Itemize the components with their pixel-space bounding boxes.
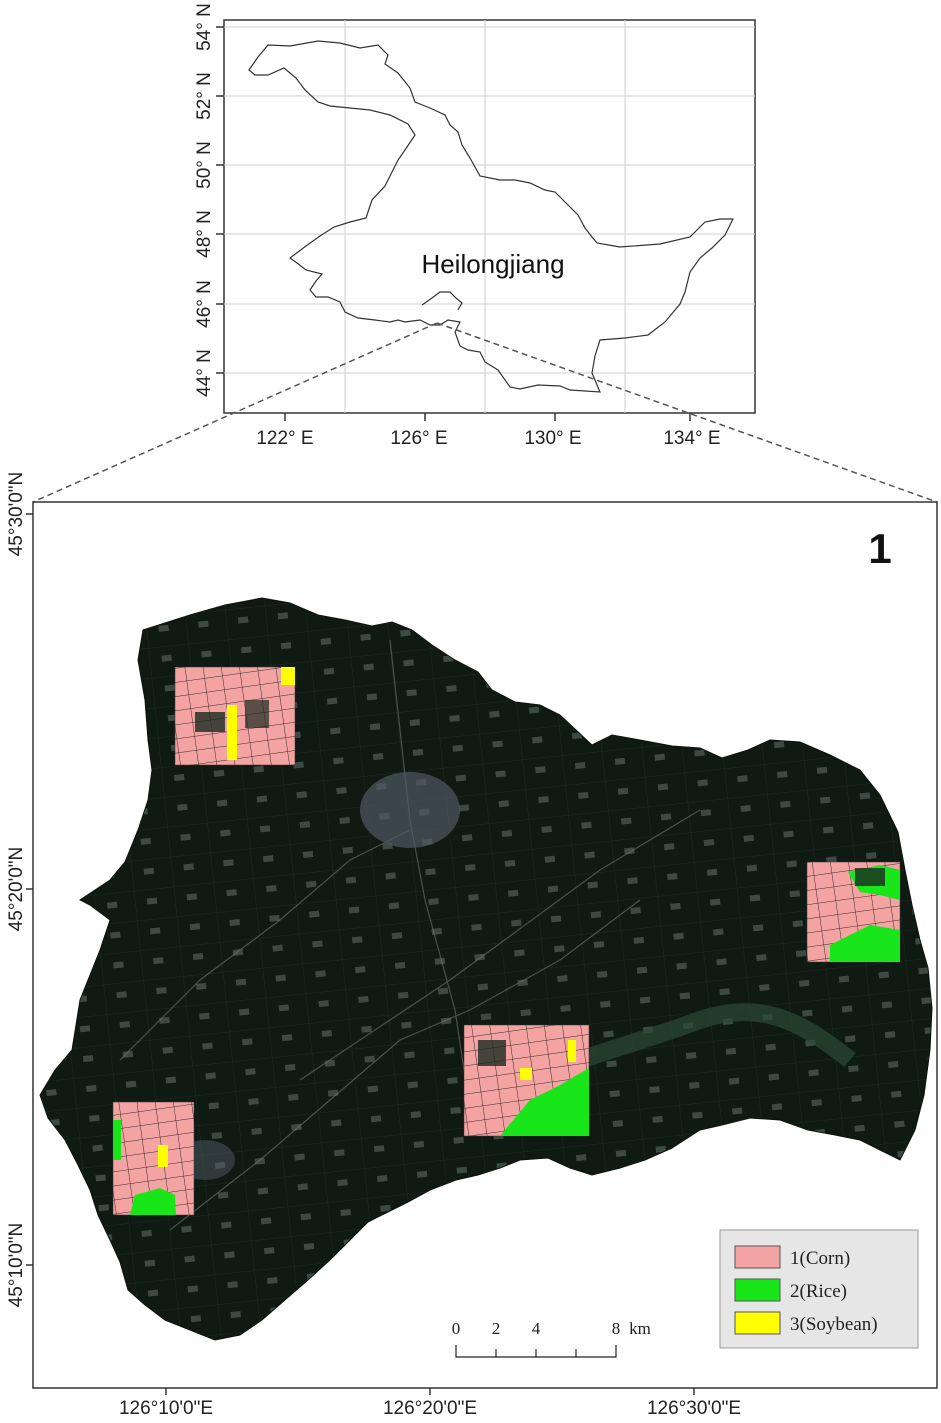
- overview-lat-tick: 50° N: [194, 141, 215, 189]
- heilongjiang-boundary: [248, 40, 734, 393]
- urban-area: [360, 772, 460, 848]
- overview-lon-tick: 134° E: [663, 428, 720, 449]
- legend-label-rice: 2(Rice): [790, 1281, 847, 1302]
- rice-patch: [113, 1120, 121, 1160]
- overview-lat-tick: 48° N: [194, 210, 215, 258]
- scale-label: 8: [612, 1319, 621, 1338]
- overview-lat-tick: 46° N: [194, 280, 215, 328]
- scale-label: 0: [452, 1319, 461, 1338]
- soybean-patch: [158, 1145, 168, 1167]
- overview-lat-tick: 52° N: [194, 72, 215, 120]
- soybean-patch: [281, 667, 295, 685]
- detail-map: 1 45°30'0"N 45°20'0"N 45°10'0"N 126°10'0…: [6, 472, 938, 1419]
- overview-lon-tick: 122° E: [256, 428, 313, 449]
- scale-label: 2: [492, 1319, 501, 1338]
- detail-lat-tick: 45°30'0"N: [6, 472, 27, 557]
- legend-swatch-soybean: [734, 1311, 781, 1335]
- detail-lat-tick: 45°20'0"N: [6, 847, 27, 932]
- rice-patch: [130, 1188, 176, 1215]
- overview-map: Heilongjiang 122° E 126° E 130° E 134° E…: [194, 3, 756, 449]
- study-area-notch: [421, 291, 463, 311]
- overview-ticks: [216, 26, 691, 421]
- legend-swatch-corn: [734, 1245, 781, 1269]
- sample-tile-east: [806, 861, 901, 963]
- soybean-patch: [520, 1068, 532, 1080]
- sample-tile-south: [463, 1024, 590, 1137]
- zoom-connector-lines: [32, 322, 938, 503]
- scale-label: 4: [532, 1319, 541, 1338]
- scale-unit: km: [629, 1319, 651, 1338]
- legend-swatch-rice: [734, 1278, 781, 1302]
- detail-ticks: [26, 513, 695, 1395]
- soybean-patch: [568, 1040, 576, 1062]
- detail-lon-tick: 126°20'0"E: [383, 1398, 477, 1419]
- rice-patch: [830, 925, 900, 962]
- sample-tile-nw: [174, 666, 296, 766]
- legend-label-corn: 1(Corn): [790, 1248, 850, 1269]
- overview-frame: [223, 19, 756, 414]
- overview-lon-tick: 126° E: [390, 428, 447, 449]
- legend-label-soybean: 3(Soybean): [790, 1314, 878, 1335]
- legend: 1(Corn) 2(Rice) 3(Soybean): [719, 1229, 919, 1349]
- roads: [119, 639, 701, 1231]
- overview-lat-tick: 44° N: [194, 349, 215, 397]
- panel-number: 1: [868, 525, 891, 572]
- detail-lon-tick: 126°10'0"E: [119, 1398, 213, 1419]
- scale-bar: 0 2 4 8 km: [452, 1319, 651, 1358]
- overview-lat-tick: 54° N: [194, 3, 215, 51]
- detail-lat-tick: 45°10'0"N: [6, 1223, 27, 1308]
- province-label: Heilongjiang: [421, 249, 564, 279]
- soybean-patch: [227, 705, 237, 760]
- detail-lon-tick: 126°30'0"E: [647, 1398, 741, 1419]
- satellite-imagery: [39, 597, 933, 1341]
- overview-graticule: [224, 20, 755, 413]
- sample-tile-sw: [112, 1101, 195, 1216]
- rice-patch: [500, 1068, 589, 1136]
- overview-lon-tick: 130° E: [524, 428, 581, 449]
